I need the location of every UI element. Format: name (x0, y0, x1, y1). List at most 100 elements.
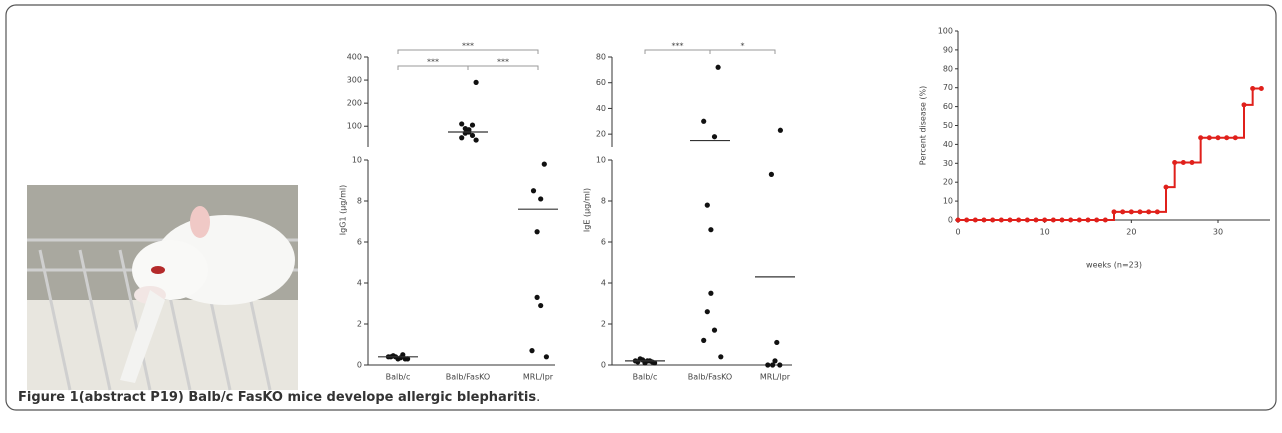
data-point (459, 121, 465, 127)
y-tick-label: 10 (943, 197, 953, 206)
data-point (701, 337, 707, 343)
x-tick-label: 30 (1213, 228, 1223, 237)
data-point (1172, 160, 1178, 166)
y-tick-label: 50 (943, 121, 953, 130)
y-tick-label: 8 (601, 197, 606, 206)
y-tick-label: 2 (601, 320, 606, 329)
data-point (538, 196, 544, 202)
photo (27, 185, 298, 391)
y-tick-label: 20 (943, 178, 953, 187)
data-point (473, 137, 479, 143)
y-tick-label: 30 (943, 159, 953, 168)
y-tick-label: 40 (943, 140, 953, 149)
data-point (772, 358, 778, 364)
data-point (1042, 217, 1048, 223)
y-tick-label: 60 (596, 78, 606, 87)
x-tick-label: Balb/c (633, 373, 658, 382)
data-point (1224, 135, 1230, 141)
data-point (1128, 209, 1134, 215)
y-tick-label: 80 (943, 64, 953, 73)
data-point (770, 362, 776, 368)
data-point (1111, 209, 1117, 215)
x-tick-label: 20 (1126, 228, 1136, 237)
data-point (541, 161, 547, 167)
data-point (1146, 209, 1152, 215)
y-tick-label: 10 (352, 156, 362, 165)
y-tick-label: 90 (943, 45, 953, 54)
y-tick-label: 40 (596, 104, 606, 113)
significance-label: *** (497, 58, 509, 67)
data-point (1033, 217, 1039, 223)
data-point (998, 217, 1004, 223)
y-tick-label: 80 (596, 53, 606, 62)
data-point (1250, 85, 1256, 91)
data-point (1215, 135, 1221, 141)
data-point (1007, 217, 1013, 223)
data-point (1024, 217, 1030, 223)
y-tick-label: 4 (357, 279, 362, 288)
data-point (777, 362, 783, 368)
y-tick-label: 0 (948, 216, 953, 225)
data-point (711, 327, 718, 333)
x-tick-label: MRL/lpr (523, 373, 554, 382)
data-point (718, 354, 724, 360)
y-tick-label: 20 (596, 130, 606, 139)
data-point (765, 362, 771, 368)
data-point (543, 354, 550, 360)
data-point (1258, 85, 1264, 91)
data-point (777, 127, 784, 133)
data-point (1137, 209, 1143, 215)
data-point (768, 171, 775, 177)
data-point (774, 339, 780, 346)
data-point (649, 359, 655, 365)
y-axis-label: Percent disease (%) (919, 86, 928, 165)
y-tick-label: 2 (357, 320, 362, 329)
data-point (1016, 217, 1022, 223)
caption-bold: Figure 1(abstract P19) Balb/c FasKO mice… (18, 390, 536, 405)
significance-label: *** (427, 58, 439, 67)
data-point (708, 227, 714, 233)
data-point (1050, 217, 1056, 223)
data-point (530, 188, 537, 194)
data-point (637, 356, 643, 362)
significance-bracket (467, 65, 539, 70)
data-point (704, 202, 710, 208)
data-point (1154, 209, 1160, 215)
data-point (538, 302, 544, 309)
y-axis-label: IgG1 (μg/ml) (339, 185, 348, 235)
data-point (1232, 135, 1238, 141)
y-tick-label: 0 (357, 361, 362, 370)
y-tick-label: 100 (347, 122, 362, 131)
data-point (390, 353, 396, 359)
y-tick-label: 70 (943, 83, 953, 92)
data-point (1068, 217, 1074, 223)
data-point (1189, 160, 1195, 166)
y-tick-label: 300 (347, 76, 362, 85)
caption-rest: . (536, 390, 540, 405)
data-point (955, 217, 961, 223)
y-tick-label: 60 (943, 102, 953, 111)
data-point (1163, 184, 1169, 190)
data-point (715, 64, 721, 70)
data-point (1102, 217, 1108, 223)
x-tick-label: 0 (955, 228, 960, 237)
significance-label: *** (672, 42, 684, 51)
significance-label: *** (462, 42, 474, 51)
x-tick-label: Balb/c (386, 373, 411, 382)
data-point (972, 217, 978, 223)
data-point (462, 130, 468, 136)
data-point (1094, 217, 1100, 223)
data-point (534, 294, 540, 300)
y-tick-label: 6 (357, 238, 362, 247)
data-point (1241, 102, 1247, 108)
data-point (473, 79, 479, 85)
y-axis-label: IgE (μg/ml) (583, 188, 592, 232)
y-tick-label: 0 (601, 361, 606, 370)
x-tick-label: 10 (1040, 228, 1050, 237)
significance-label: * (741, 42, 745, 51)
y-tick-label: 400 (347, 53, 362, 62)
y-tick-label: 100 (938, 27, 953, 36)
x-tick-label: Balb/FasKO (688, 373, 732, 382)
